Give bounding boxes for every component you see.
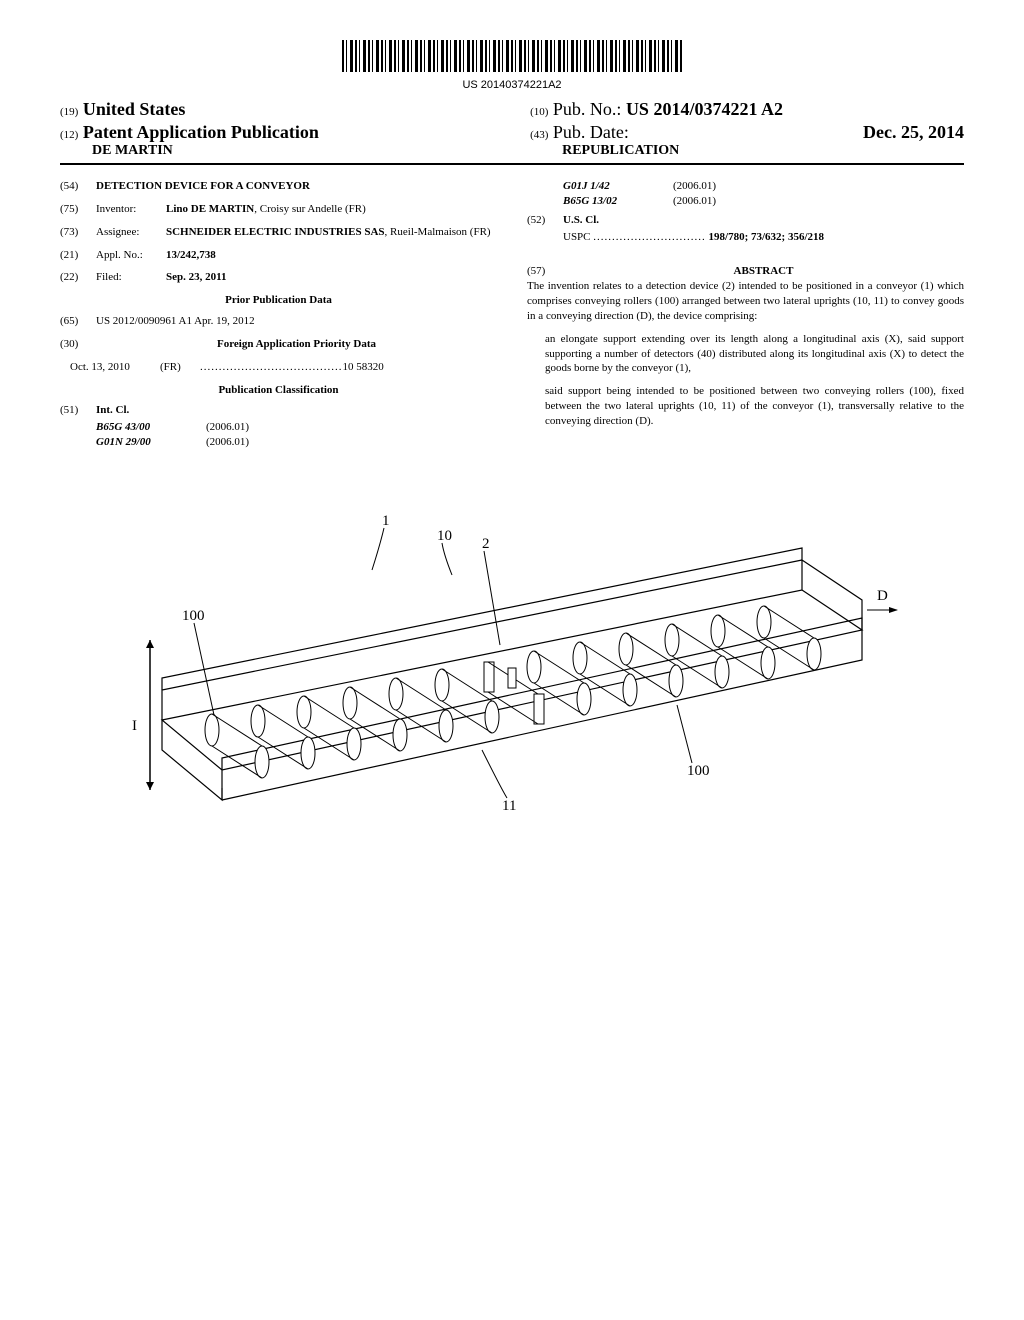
conveyor-svg: 1 10 2 100 100 11 D I [122, 490, 902, 820]
pubdate-label: Pub. Date: [553, 122, 629, 142]
filed-date: Sep. 23, 2011 [166, 270, 497, 285]
barcode-number: US 20140374221A2 [60, 79, 964, 91]
applno-label: Appl. No.: [96, 248, 166, 263]
barcode-graphic [342, 40, 682, 72]
intcl-cont-code-0: G01J 1/42 [563, 179, 673, 194]
figure-labels: 1 10 2 100 100 11 D I [132, 513, 897, 814]
prior-pub-title: Prior Publication Data [60, 293, 497, 308]
uspc-values: 198/780; 73/632; 356/218 [709, 231, 825, 243]
inventor-name: Lino DE MARTIN [166, 203, 254, 215]
applno: 13/242,738 [166, 248, 497, 263]
assignee-code: (73) [60, 225, 96, 240]
pubdate-code: (43) [530, 129, 548, 141]
pubno-code: (10) [530, 106, 548, 118]
filed-code: (22) [60, 270, 96, 285]
applno-code: (21) [60, 248, 96, 263]
foreign-country: (FR) [160, 360, 200, 375]
abstract-body: The invention relates to a detection dev… [527, 279, 964, 429]
country-code: (19) [60, 106, 78, 118]
intcl-year-1: (2006.01) [206, 435, 249, 450]
intcl-cont-year-1: (2006.01) [673, 194, 716, 209]
inventor-surname: DE MARTIN [92, 143, 494, 159]
country: United States [83, 99, 186, 119]
body-columns: (54) DETECTION DEVICE FOR A CONVEYOR (75… [60, 179, 964, 450]
label-100-right: 100 [687, 763, 710, 779]
right-column: G01J 1/42 (2006.01) B65G 13/02 (2006.01)… [527, 179, 964, 450]
uscl-label: U.S. Cl. [563, 213, 964, 228]
invention-title: DETECTION DEVICE FOR A CONVEYOR [96, 179, 497, 194]
assignee-name: SCHNEIDER ELECTRIC INDUSTRIES SAS [166, 226, 385, 238]
label-2: 2 [482, 536, 490, 552]
intcl-cont-code-1: B65G 13/02 [563, 194, 673, 209]
republication: REPUBLICATION [562, 143, 964, 159]
label-I: I [132, 718, 137, 734]
patent-figure: 1 10 2 100 100 11 D I [60, 490, 964, 825]
left-column: (54) DETECTION DEVICE FOR A CONVEYOR (75… [60, 179, 497, 450]
intcl-year-0: (2006.01) [206, 420, 249, 435]
pubno: US 2014/0374221 A2 [626, 99, 783, 119]
title-code: (54) [60, 179, 96, 194]
label-11: 11 [502, 798, 516, 814]
header-right: (10) Pub. No.: US 2014/0374221 A2 (43) P… [530, 99, 964, 159]
abstract-p3: said support being intended to be positi… [545, 384, 964, 429]
intcl-label: Int. Cl. [96, 403, 497, 418]
uspc-prefix: USPC [563, 231, 591, 243]
inventor-code: (75) [60, 202, 96, 217]
pub-type: Patent Application Publication [83, 122, 319, 142]
pub-type-code: (12) [60, 129, 78, 141]
pubdate: Dec. 25, 2014 [863, 122, 964, 143]
pubno-label: Pub. No.: [553, 99, 622, 119]
assignee-label: Assignee: [96, 225, 166, 240]
label-D: D [877, 588, 888, 604]
foreign-code: (30) [60, 337, 96, 352]
filed-label: Filed: [96, 270, 166, 285]
prior-pub-code: (65) [60, 314, 96, 329]
foreign-date: Oct. 13, 2010 [70, 360, 160, 375]
abstract-p2: an elongate support extending over its l… [545, 332, 964, 377]
dots: ...................................... [200, 360, 343, 375]
barcode-section: US 20140374221A2 [60, 40, 964, 91]
pubclass-title: Publication Classification [60, 383, 497, 398]
header-row: (19) United States (12) Patent Applicati… [60, 99, 964, 165]
abstract-code: (57) [527, 264, 563, 279]
intcl-code-1: G01N 29/00 [96, 435, 206, 450]
assignee-location: , Rueil-Malmaison (FR) [385, 226, 491, 238]
intcl-cont-year-0: (2006.01) [673, 179, 716, 194]
uscl-code: (52) [527, 213, 563, 228]
abstract-p1: The invention relates to a detection dev… [527, 279, 964, 324]
foreign-title: Foreign Application Priority Data [96, 337, 497, 352]
label-1: 1 [382, 513, 390, 529]
intcl-code-0: B65G 43/00 [96, 420, 206, 435]
abstract-label: ABSTRACT [563, 264, 964, 279]
header-left: (19) United States (12) Patent Applicati… [60, 99, 494, 159]
intcl-code: (51) [60, 403, 96, 418]
inventor-label: Inventor: [96, 202, 166, 217]
foreign-num: 10 58320 [343, 360, 384, 375]
dots: .............................. [593, 231, 706, 243]
label-100-left: 100 [182, 608, 205, 624]
inventor-location: , Croisy sur Andelle (FR) [254, 203, 366, 215]
prior-pub: US 2012/0090961 A1 Apr. 19, 2012 [96, 314, 497, 329]
label-10: 10 [437, 528, 452, 544]
